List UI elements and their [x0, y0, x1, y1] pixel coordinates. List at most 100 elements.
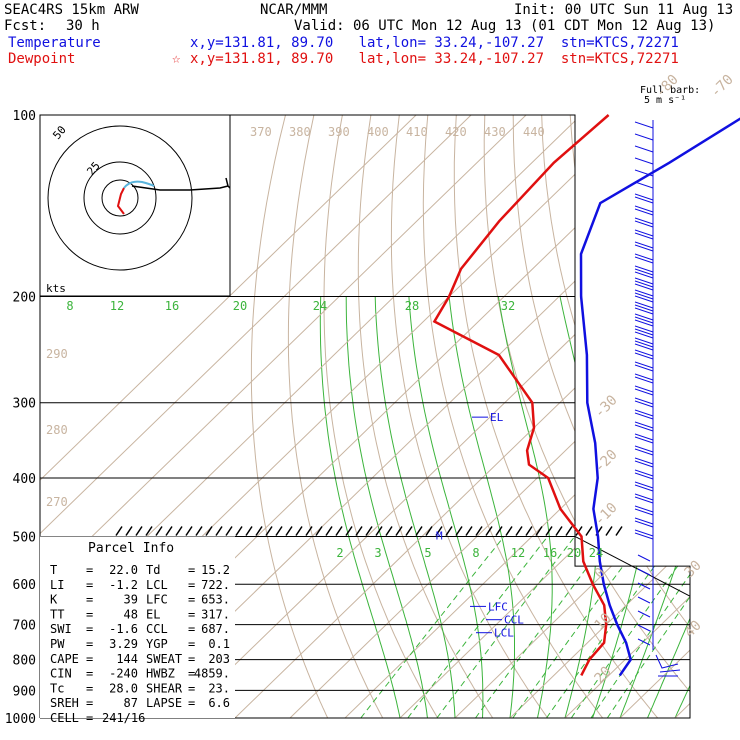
level-marker-label: M [436, 529, 443, 542]
parcel-eq: = [86, 563, 93, 577]
wind-barb [634, 532, 654, 540]
wind-barb [634, 340, 654, 348]
hatch-mark [455, 526, 463, 536]
isotherm [40, 115, 472, 718]
hatch-mark [555, 526, 563, 536]
pressure-tick-label: 500 [13, 530, 36, 545]
parcel-value: 4859. [194, 667, 230, 681]
moist-adiabats [319, 296, 690, 718]
hatch-mark [575, 526, 583, 536]
dry-adiabat [453, 115, 659, 718]
parcel-eq: = [86, 607, 93, 621]
wind-barb [634, 469, 654, 477]
wind-barb [634, 325, 654, 333]
wind-barb [634, 412, 654, 420]
temperature-trace [579, 117, 740, 677]
hatch-mark [375, 526, 383, 536]
hodograph-ring [47, 125, 193, 271]
wind-barb [634, 388, 654, 396]
parcel-eq: = [86, 681, 93, 695]
wind-barb [634, 373, 654, 381]
mixing-ratio-label: 24 [313, 299, 327, 313]
wind-barb [634, 517, 654, 525]
wind-barb [634, 271, 654, 279]
hatch-mark [515, 526, 523, 536]
parcel-eq: = [188, 652, 195, 666]
barb-note-2: 5 m s⁻¹ [644, 95, 687, 106]
hodograph-ring [101, 179, 139, 217]
parcel-value: -1.6 [109, 622, 138, 636]
theta-label: 290 [46, 347, 68, 361]
parcel-value: 48 [124, 607, 138, 621]
fcst-value: 30 h [66, 18, 100, 34]
mixing-ratio-label: 28 [405, 299, 419, 313]
isotherm [399, 115, 690, 718]
theta-label: 390 [328, 125, 350, 139]
isotherm [40, 115, 527, 718]
wind-barb [634, 361, 654, 369]
parcel-label: LFC [146, 593, 168, 607]
wind-barb [634, 445, 654, 453]
parcel-eq: = [86, 637, 93, 651]
dry-adiabat [323, 115, 439, 718]
isotherm [619, 115, 690, 718]
wind-barb [634, 295, 654, 303]
theta-label: 430 [484, 125, 506, 139]
pressure-tick-label: 200 [13, 291, 36, 306]
parcel-eq: = [188, 563, 195, 577]
hatch-mark [535, 526, 543, 536]
wind-barbs [634, 120, 681, 677]
wind-barb [634, 400, 654, 408]
isotherm-label: -70 [708, 72, 737, 101]
hodograph-ring [83, 161, 157, 235]
isotherm-label: 10 [592, 610, 615, 633]
hatch-mark [425, 526, 433, 536]
isotherm-label: -30 [592, 392, 621, 421]
wind-barb [634, 265, 654, 273]
center-name: NCAR/MMM [260, 2, 328, 18]
pressure-tick-label: 900 [13, 684, 36, 699]
hatch-mark [135, 526, 143, 536]
hatch-mark [205, 526, 213, 536]
parcel-label: Tc [50, 681, 64, 695]
level-marker-label: EL [490, 411, 504, 424]
hatch-mark [475, 526, 483, 536]
wind-barb [634, 133, 654, 141]
wind-barb [634, 493, 654, 501]
sounding-traces [432, 114, 740, 677]
hatch-mark [395, 526, 403, 536]
parcel-value: 722. [201, 578, 230, 592]
dry-adiabat [713, 115, 740, 718]
hatch-mark [235, 526, 243, 536]
wind-barb [634, 496, 654, 504]
barb-note-1: Full barb: [640, 85, 701, 96]
hatch-mark [565, 526, 573, 536]
parcel-label: CIN [50, 667, 72, 681]
hatch-mark [335, 526, 343, 536]
wind-barb [634, 520, 654, 528]
parcel-label: SWI [50, 622, 72, 636]
parcel-value: 317. [201, 607, 230, 621]
dewpoint-marker-icon: ☆ [172, 51, 181, 67]
temperature-legend: Temperature [8, 35, 101, 51]
mixing-ratio-lines [360, 536, 690, 718]
wind-barb [634, 433, 654, 441]
mixing-ratio-line [590, 536, 690, 718]
wind-barb [634, 316, 654, 324]
wind-barb [634, 217, 654, 225]
hatch-mark [445, 526, 453, 536]
hatch-mark [525, 526, 533, 536]
parcel-eq: = [188, 696, 195, 710]
hatch-mark [295, 526, 303, 536]
mixing-ratio-line [606, 536, 690, 718]
mixing-ratio-line [360, 536, 505, 718]
wind-barb [634, 196, 654, 204]
wind-barb [634, 421, 654, 429]
parcel-eq: = [188, 681, 195, 695]
wind-barb [634, 352, 654, 360]
wind-barb [634, 508, 654, 516]
pressure-tick-label: 1000 [5, 712, 36, 727]
wind-barb [634, 208, 654, 216]
parcel-value: 687. [201, 622, 230, 636]
